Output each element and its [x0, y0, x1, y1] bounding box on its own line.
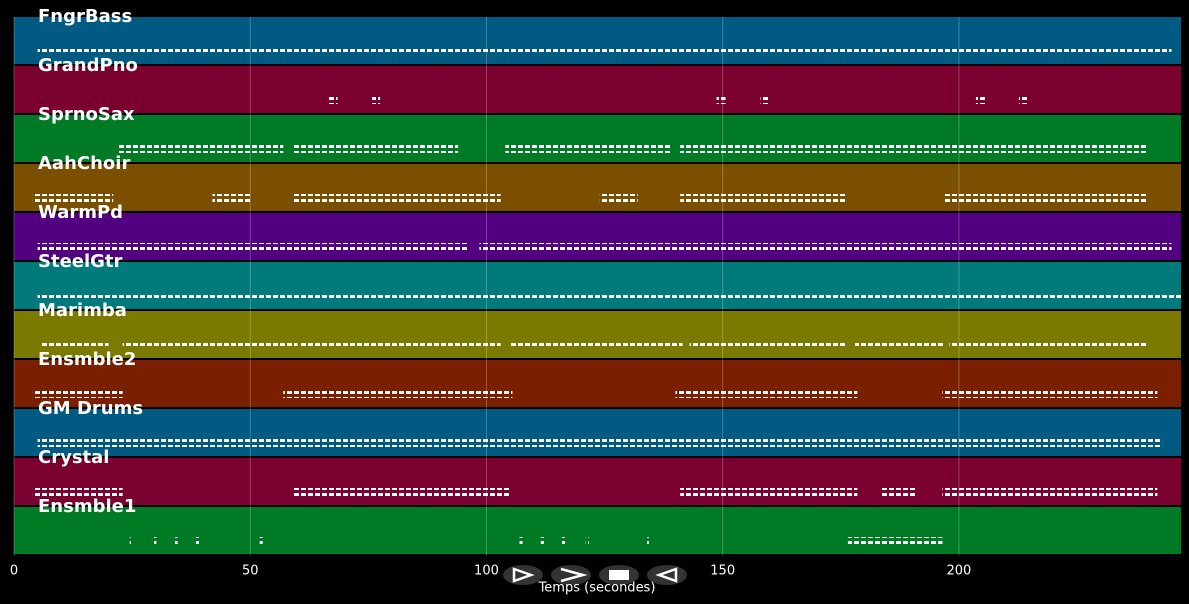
note-region	[949, 341, 1148, 349]
track-name: FngrBass	[38, 6, 132, 27]
note-region	[505, 145, 671, 153]
note-region	[153, 537, 157, 545]
track-lane	[14, 115, 1181, 162]
note-region	[292, 145, 459, 153]
note-region	[328, 96, 338, 104]
note-region	[847, 537, 943, 545]
track-name: Crystal	[38, 447, 109, 468]
note-region	[680, 194, 846, 202]
note-region	[510, 341, 683, 349]
note-region	[292, 488, 511, 496]
play-button[interactable]	[503, 565, 543, 585]
note-region	[122, 341, 298, 349]
track-lane	[14, 507, 1181, 554]
note-region	[195, 537, 199, 545]
x-axis-label: Temps (secondes)	[538, 581, 656, 596]
note-region	[37, 292, 1181, 300]
note-region	[854, 341, 945, 349]
note-region	[585, 537, 589, 545]
note-region	[129, 537, 133, 545]
note-region	[372, 96, 381, 104]
track-lanes: FngrBass GrandPno SprnoSax AahChoir WarmPd St…	[14, 6, 1181, 554]
note-region	[39, 341, 109, 349]
track-name: Marimba	[38, 300, 127, 321]
note-region	[292, 194, 501, 202]
x-tick-label: 200	[947, 564, 972, 579]
note-region	[540, 537, 544, 545]
note-region	[562, 537, 566, 545]
note-region	[299, 341, 501, 349]
track-lane	[14, 311, 1181, 358]
rewind-button[interactable]	[647, 565, 687, 585]
track-lane	[14, 409, 1181, 456]
track-lane	[14, 360, 1181, 407]
note-region	[212, 194, 251, 202]
note-region	[675, 390, 858, 398]
stop-button[interactable]	[599, 565, 639, 585]
track-name: GM Drums	[38, 398, 143, 419]
note-region	[1018, 96, 1029, 104]
track-lane	[14, 458, 1181, 505]
note-region	[37, 439, 1163, 447]
note-region	[519, 537, 523, 545]
track-name: Ensmble2	[38, 349, 136, 370]
x-axis: 0 50 100 150 200	[10, 17, 971, 579]
track-name: SteelGtr	[38, 251, 123, 272]
x-tick-label: 150	[710, 564, 735, 579]
track-name: AahChoir	[38, 153, 130, 174]
x-tick-label: 0	[10, 564, 18, 579]
note-region	[760, 96, 770, 104]
note-region	[32, 194, 114, 202]
track-lane	[14, 262, 1181, 309]
note-region	[259, 537, 263, 545]
note-region	[689, 341, 846, 349]
forward-button[interactable]	[551, 565, 591, 585]
note-region	[680, 145, 1148, 153]
note-region	[37, 243, 468, 251]
note-region	[647, 537, 651, 545]
track-lane	[14, 66, 1181, 113]
track-lane	[14, 17, 1181, 64]
note-region	[32, 390, 123, 398]
note-region	[716, 96, 726, 104]
note-region	[975, 96, 987, 104]
track-lane	[14, 213, 1181, 260]
track-lane	[14, 164, 1181, 211]
note-region	[117, 145, 284, 153]
playback-controls	[503, 565, 687, 585]
note-region	[32, 488, 123, 496]
note-region	[942, 488, 1158, 496]
x-tick-label: 50	[242, 564, 259, 579]
x-tick-label: 100	[474, 564, 499, 579]
track-name: Ensmble1	[38, 496, 136, 517]
note-region	[680, 488, 858, 496]
note-region	[283, 390, 513, 398]
track-name: GrandPno	[38, 55, 138, 76]
note-region	[174, 537, 178, 545]
track-name: SprnoSax	[38, 104, 135, 125]
track-name: WarmPd	[38, 202, 123, 223]
note-region	[599, 194, 638, 202]
note-region	[944, 194, 1148, 202]
note-region	[479, 243, 1172, 251]
note-region	[880, 488, 917, 496]
note-region	[942, 390, 1158, 398]
note-region	[37, 47, 1172, 55]
